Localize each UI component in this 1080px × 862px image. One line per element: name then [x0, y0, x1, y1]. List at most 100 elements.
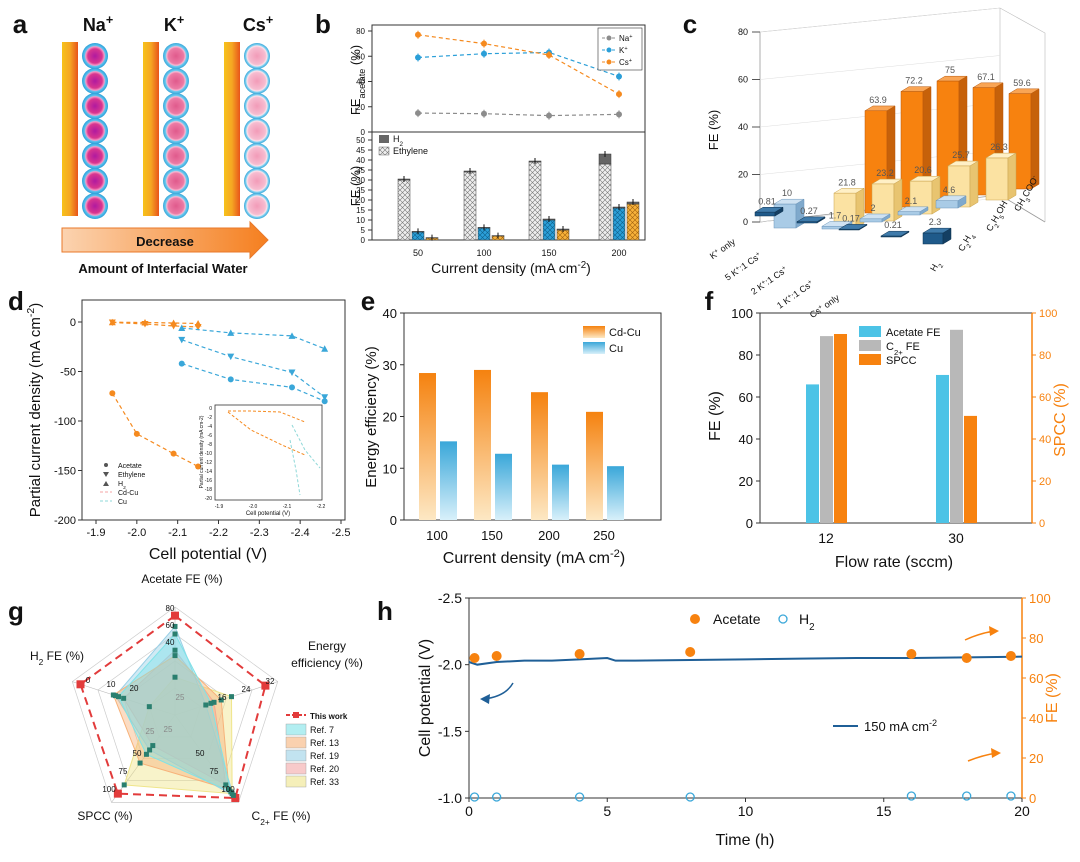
d-inset-ylabel: Partial current density (mA cm-2) [199, 415, 205, 488]
e-legend-cdcu: Cd-Cu [609, 327, 641, 339]
b-top-line-Na+ [418, 113, 619, 116]
h-h2-point [576, 793, 584, 801]
d-legend-0: Acetate [118, 463, 142, 470]
d-inset-xtick: -2.2 [317, 504, 326, 510]
g-tick-center: 25 [176, 693, 185, 702]
g-legend-mark [293, 712, 299, 718]
f-legend-0: Acetate FE [886, 327, 940, 339]
electrode-1 [143, 42, 159, 216]
c-bar-ethanol-side [970, 161, 978, 207]
e-bar-cdcu [531, 392, 548, 520]
b-top-ytick: 80 [356, 27, 365, 36]
g-legend-1: Ref. 13 [310, 738, 339, 748]
e-ylabel: Energy efficiency (%) [363, 346, 380, 487]
d-point [109, 390, 115, 396]
h-legend-acetate-mark [690, 614, 700, 624]
h-frame [469, 598, 1022, 798]
b-xlabel-part: Current density (mA cm [431, 260, 577, 276]
e-bar-cu [552, 465, 569, 520]
c-bar-ethylene-label: 1.7 [829, 210, 842, 220]
panel-label-c: c [683, 9, 697, 39]
h-acetate-point [1006, 651, 1016, 661]
h-ytick-right: 100 [1029, 591, 1051, 606]
e-ytick: 0 [390, 513, 397, 528]
b-xtick: 100 [476, 248, 491, 258]
panel-label-h: h [377, 596, 393, 626]
h-h2-point [493, 793, 501, 801]
c-ztick: 80 [738, 27, 748, 37]
g-axis-h2: H2 FE (%) [30, 649, 84, 667]
b-bot-ytick: 0 [361, 236, 366, 245]
ion-sphere [244, 193, 270, 219]
g-thiswork-marker [77, 680, 85, 688]
c-bar-ethylene-label: 2.1 [905, 196, 918, 206]
b-top-point [616, 111, 622, 117]
ion-sphere [244, 43, 270, 69]
h-legend-h2-part: H [799, 611, 809, 627]
b-top-legend-1-part: + [624, 46, 627, 52]
h-ytick: -2.0 [438, 657, 462, 673]
e-bar-cdcu [474, 370, 491, 520]
g-axis-c2: C2+ FE (%) [252, 809, 311, 827]
g-marker [122, 782, 127, 787]
h-xtick: 15 [876, 803, 892, 819]
c-row-label-0: K+ only [708, 236, 738, 261]
d-point [134, 431, 140, 437]
b-top-legend-0-part: Na [619, 34, 630, 43]
d-inset-ytick: -16 [205, 478, 212, 484]
d-ytick: -50 [60, 367, 76, 379]
h-xtick: 20 [1014, 803, 1030, 819]
ion-label-0-part: Na [83, 15, 107, 35]
b-bar-ethylene [599, 164, 611, 240]
f-ylabel-right: SPCC (%) [1052, 383, 1069, 457]
f-ylabel: FE (%) [707, 391, 724, 441]
e-bar-cu [495, 454, 512, 520]
f-ytick: 0 [746, 516, 753, 531]
c-product-label-0: H2 [928, 259, 945, 275]
h-h2-point [471, 793, 479, 801]
g-legend-swatch [286, 763, 306, 774]
arrow-label: Decrease [136, 234, 194, 249]
g-tick-c2: 100 [221, 785, 235, 794]
d-inset-ytick: 0 [209, 406, 212, 412]
d-point [171, 451, 177, 457]
h-potential-line [469, 657, 1022, 665]
ion-sphere [163, 43, 189, 69]
ion-sphere [163, 168, 189, 194]
g-marker [150, 743, 155, 748]
c-zlabel: FE (%) [706, 110, 721, 150]
f-ytick: 60 [739, 390, 753, 405]
b-bot-ytick: 40 [356, 156, 365, 165]
d-ytick: -100 [54, 416, 76, 428]
d-xtick: -2.0 [127, 527, 146, 539]
e-ytick: 40 [383, 306, 397, 321]
d-inset-frame [215, 405, 322, 500]
e-xtick: 100 [426, 528, 448, 543]
c-bar-h2-label: 0.27 [800, 206, 818, 216]
b-top-point [415, 32, 421, 38]
b-xtick: 150 [541, 248, 556, 258]
h-ylabel-right: FE (%) [1044, 673, 1061, 723]
b-top-legend-2-part: + [629, 58, 632, 64]
ion-label-2: Cs+ [243, 13, 273, 35]
ion-label-0: Na+ [83, 13, 113, 35]
ion-sphere [163, 68, 189, 94]
g-tick-h2: 10 [107, 680, 116, 689]
g-marker [203, 702, 208, 707]
d-inset-xtick: -2.0 [249, 504, 258, 510]
g-tick-spcc: 100 [102, 785, 116, 794]
c-row-label-3: 1 K+:1 Cs+ [775, 278, 816, 311]
d-inset-ytick: -4 [208, 424, 213, 430]
b-top-point [616, 73, 622, 79]
c-bar-acetate-side [1031, 89, 1039, 189]
f-ytick-right: 80 [1039, 350, 1051, 362]
c-bar-ethylene-front [936, 201, 958, 208]
g-axis-c2-part: C [252, 809, 261, 823]
g-legend-swatch [286, 724, 306, 735]
c-bar-acetate-label: 67.1 [977, 72, 995, 82]
d-inset-ytick: -6 [208, 433, 213, 439]
g-tick-acetate: 60 [166, 621, 175, 630]
h-arrow-right-1-head [989, 626, 999, 636]
d-legend-mark [104, 463, 108, 467]
